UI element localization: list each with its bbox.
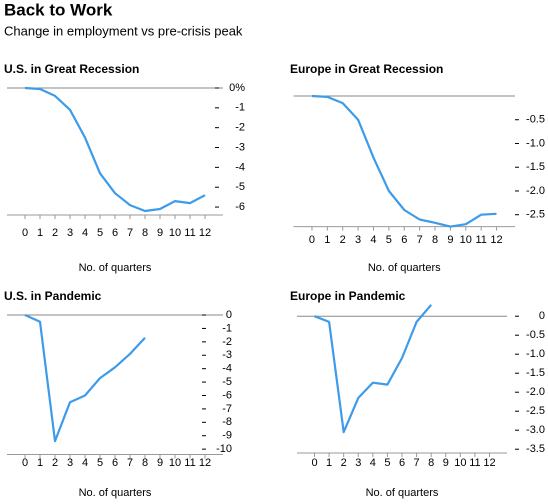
x-tick-label: 3 — [67, 457, 73, 469]
x-axis-label: No. of quarters — [366, 487, 439, 499]
x-tick-label: 6 — [112, 457, 118, 469]
x-tick-label: 4 — [370, 234, 376, 246]
x-tick-label: 7 — [127, 457, 133, 469]
x-tick-label: 11 — [184, 457, 195, 469]
y-tick-label: -0.5 — [526, 114, 545, 126]
panel-title: U.S. in Great Recession — [4, 62, 139, 76]
x-tick-label: 5 — [97, 457, 103, 469]
y-tick-label: -1.5 — [526, 161, 545, 173]
x-tick-label: 0 — [22, 457, 28, 469]
y-tick-label: -1.0 — [526, 348, 545, 360]
y-tick-label: -10 — [216, 443, 232, 455]
y-tick-label: -0.5 — [526, 329, 545, 341]
x-tick-label: 12 — [199, 227, 211, 239]
x-tick-label: 7 — [127, 227, 133, 239]
panel-title: Europe in Pandemic — [290, 289, 406, 303]
y-tick-label: -3.0 — [526, 424, 545, 436]
chart-subtitle: Change in employment vs pre-crisis peak — [4, 23, 243, 38]
y-tick-label: 0 — [539, 310, 545, 322]
x-tick-label: 1 — [324, 234, 330, 246]
x-tick-label: 6 — [399, 457, 405, 469]
y-tick-label: -1 — [235, 102, 245, 114]
x-tick-label: 10 — [169, 227, 181, 239]
x-tick-label: 2 — [340, 234, 346, 246]
x-tick-label: 8 — [432, 234, 438, 246]
y-tick-label: -5 — [235, 181, 245, 193]
x-tick-label: 8 — [428, 457, 434, 469]
x-tick-label: 3 — [67, 227, 73, 239]
y-tick-label: -2.5 — [526, 405, 545, 417]
x-tick-label: 3 — [355, 457, 361, 469]
y-tick-label: -4 — [235, 161, 245, 173]
x-tick-label: 7 — [417, 234, 423, 246]
x-axis-label: No. of quarters — [368, 262, 441, 274]
y-tick-label: -2.0 — [526, 386, 545, 398]
y-tick-label: -3 — [235, 141, 245, 153]
y-tick-label: -7 — [222, 403, 232, 415]
y-tick-label: -2.5 — [526, 209, 545, 221]
x-tick-label: 2 — [52, 227, 58, 239]
x-tick-label: 9 — [443, 457, 449, 469]
x-tick-label: 12 — [483, 457, 495, 469]
x-tick-label: 5 — [384, 457, 390, 469]
x-tick-label: 9 — [447, 234, 453, 246]
data-line — [24, 86, 206, 213]
y-tick-label: -1.0 — [526, 137, 545, 149]
x-axis-label: No. of quarters — [79, 262, 152, 274]
x-tick-label: 5 — [97, 227, 103, 239]
x-tick-label: 1 — [37, 227, 43, 239]
y-tick-label: -5 — [222, 376, 232, 388]
y-tick-label: -9 — [222, 430, 232, 442]
y-tick-label: -4 — [222, 363, 232, 375]
x-tick-label: 8 — [142, 457, 148, 469]
data-line — [314, 304, 433, 434]
x-tick-label: 2 — [341, 457, 347, 469]
x-tick-label: 12 — [490, 234, 502, 246]
y-tick-label: -2.0 — [526, 185, 545, 197]
x-tick-label: 2 — [52, 457, 58, 469]
x-tick-label: 1 — [37, 457, 43, 469]
y-tick-label: -1.5 — [526, 367, 545, 379]
y-tick-label: 0 — [226, 309, 232, 321]
y-tick-label: -8 — [222, 416, 232, 428]
x-tick-label: 4 — [82, 457, 88, 469]
y-tick-label: -2 — [222, 336, 232, 348]
panel-title: Europe in Great Recession — [290, 62, 443, 76]
y-tick-label: -6 — [222, 389, 232, 401]
y-tick-label: -3.5 — [526, 443, 545, 455]
y-tick-label: -2 — [235, 122, 245, 134]
x-tick-label: 10 — [454, 457, 466, 469]
panel-title: U.S. in Pandemic — [4, 289, 102, 303]
y-tick-label: -6 — [235, 201, 245, 213]
x-tick-label: 0 — [311, 457, 317, 469]
x-tick-label: 4 — [370, 457, 376, 469]
x-tick-label: 1 — [326, 457, 332, 469]
x-tick-label: 12 — [199, 457, 211, 469]
x-tick-label: 7 — [414, 457, 420, 469]
x-tick-label: 10 — [169, 457, 181, 469]
x-tick-label: 0 — [22, 227, 28, 239]
x-tick-label: 11 — [184, 227, 195, 239]
data-line — [311, 94, 497, 228]
chart-title: Back to Work — [4, 0, 113, 19]
y-tick-label: -3 — [222, 349, 232, 361]
x-tick-label: 5 — [386, 234, 392, 246]
x-tick-label: 6 — [112, 227, 118, 239]
x-tick-label: 9 — [157, 227, 163, 239]
x-tick-label: 10 — [460, 234, 472, 246]
x-tick-label: 11 — [475, 234, 486, 246]
x-tick-label: 4 — [82, 227, 88, 239]
x-axis-label: No. of quarters — [79, 487, 152, 499]
x-tick-label: 0 — [309, 234, 315, 246]
x-tick-label: 6 — [401, 234, 407, 246]
data-line — [24, 313, 146, 443]
y-tick-label: -1 — [222, 322, 232, 334]
x-tick-label: 8 — [142, 227, 148, 239]
x-tick-label: 11 — [469, 457, 480, 469]
y-tick-label: 0% — [229, 82, 245, 94]
x-tick-label: 3 — [355, 234, 361, 246]
x-tick-label: 9 — [157, 457, 163, 469]
